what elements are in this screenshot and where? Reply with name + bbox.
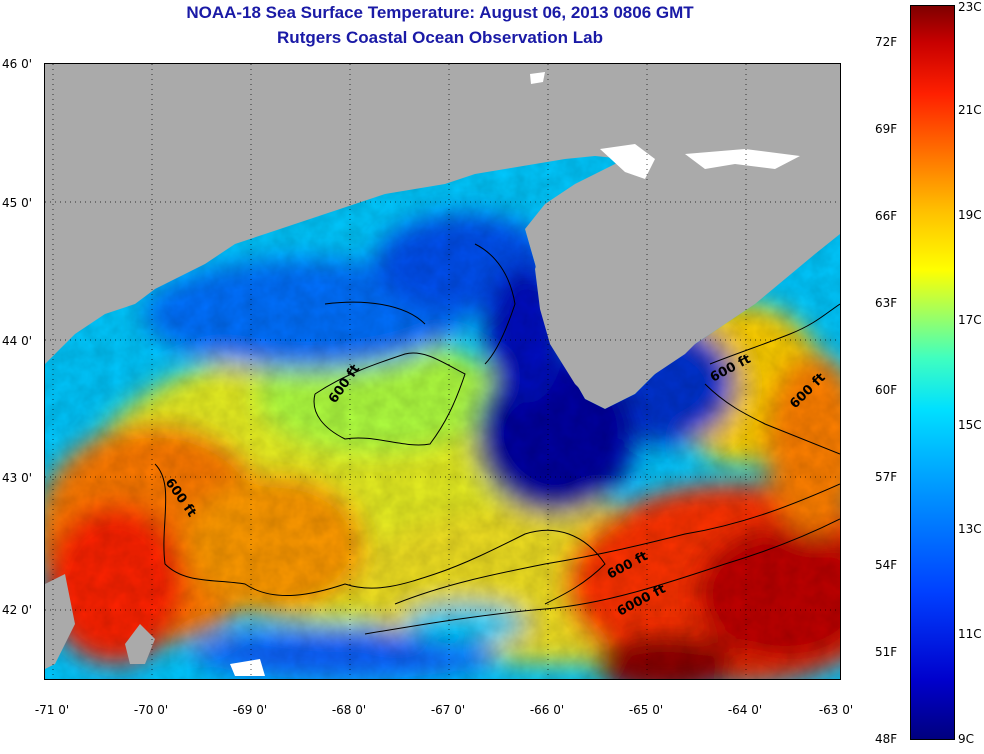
colorbar-f-63: 63F	[875, 296, 898, 310]
lon-label-63: -63 0'	[818, 703, 854, 717]
sst-map: 600 ft 600 ft 600 ft 600 ft 600 ft 6000 …	[44, 63, 841, 680]
colorbar-f-69: 69F	[875, 122, 898, 136]
colorbar-f-54: 54F	[875, 558, 898, 572]
lat-label-44: 44 0'	[2, 334, 33, 348]
lat-label-45: 45 0'	[2, 196, 33, 210]
colorbar-c-15: 15C	[958, 418, 982, 432]
colorbar-c-23: 23C	[958, 0, 982, 14]
lon-label-64: -64 0'	[727, 703, 763, 717]
lat-label-42: 42 0'	[2, 603, 33, 617]
temperature-colorbar	[910, 5, 955, 740]
colorbar-f-72: 72F	[875, 35, 898, 49]
colorbar-f-57: 57F	[875, 470, 898, 484]
colorbar-c-19: 19C	[958, 208, 982, 222]
sst-map-canvas: 600 ft 600 ft 600 ft 600 ft 600 ft 6000 …	[45, 64, 840, 679]
map-subtitle: Rutgers Coastal Ocean Observation Lab	[277, 28, 603, 47]
colorbar-c-13: 13C	[958, 522, 982, 536]
cloud-mask	[230, 72, 800, 676]
colorbar-c-11: 11C	[958, 627, 982, 641]
colorbar-f-66: 66F	[875, 209, 898, 223]
lon-label-71: -71 0'	[34, 703, 70, 717]
lon-label-65: -65 0'	[628, 703, 664, 717]
lon-label-68: -68 0'	[331, 703, 367, 717]
lat-label-46: 46 0'	[2, 57, 33, 71]
colorbar-c-21: 21C	[958, 103, 982, 117]
colorbar-f-60: 60F	[875, 383, 898, 397]
map-title: NOAA-18 Sea Surface Temperature: August …	[186, 3, 694, 22]
colorbar-f-48: 48F	[875, 732, 898, 746]
lon-label-70: -70 0'	[133, 703, 169, 717]
lon-label-66: -66 0'	[529, 703, 565, 717]
lat-label-43: 43 0'	[2, 471, 33, 485]
colorbar-f-51: 51F	[875, 645, 898, 659]
lon-label-67: -67 0'	[430, 703, 466, 717]
depth-contours	[154, 243, 840, 635]
colorbar-c-17: 17C	[958, 313, 982, 327]
colorbar-c-9: 9C	[958, 732, 975, 746]
lon-label-69: -69 0'	[232, 703, 268, 717]
